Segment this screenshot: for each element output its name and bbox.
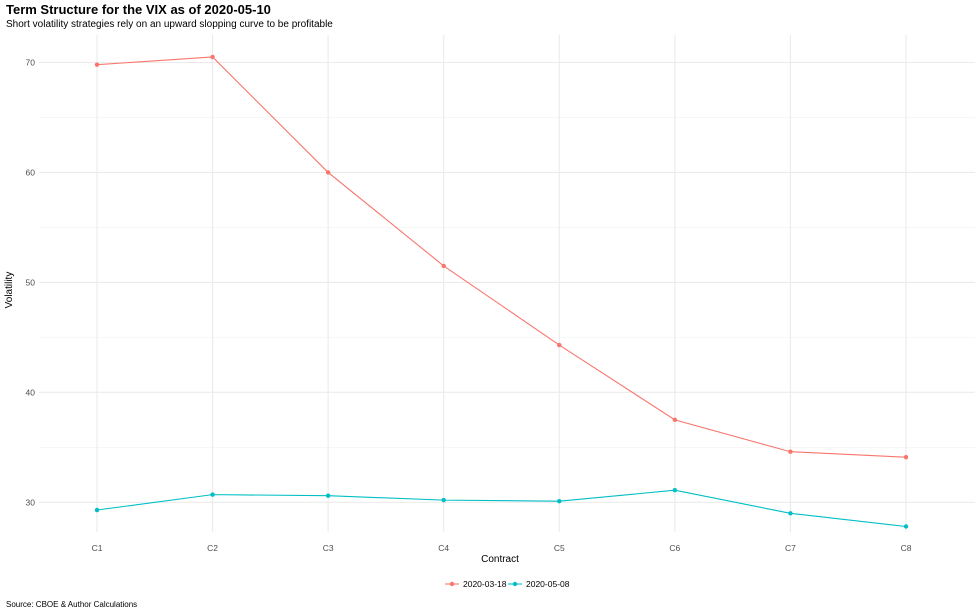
legend: 2020-03-18 2020-05-08 xyxy=(445,579,570,589)
data-point xyxy=(557,499,562,504)
y-tick-label: 50 xyxy=(26,277,36,287)
x-tick-label: C3 xyxy=(323,543,334,553)
x-tick-label: C5 xyxy=(554,543,565,553)
y-axis-title: Volatility xyxy=(4,272,15,309)
data-point xyxy=(325,493,331,498)
x-tick-label: C4 xyxy=(438,543,449,553)
y-tick-label: 30 xyxy=(26,497,36,507)
data-point xyxy=(94,62,100,67)
legend-label: 2020-03-18 xyxy=(463,579,507,589)
chart-subtitle: Short volatility strategies rely on an u… xyxy=(6,19,333,30)
chart-title: Term Structure for the VIX as of 2020-05… xyxy=(6,2,271,17)
series-layer xyxy=(94,54,909,529)
x-tick-label: C7 xyxy=(785,543,796,553)
y-tick-label: 60 xyxy=(26,167,36,177)
x-tick-label: C8 xyxy=(901,543,912,553)
x-tick-label: C1 xyxy=(92,543,103,553)
series-line xyxy=(96,56,907,458)
data-point xyxy=(903,524,909,529)
data-point xyxy=(210,492,215,497)
x-axis-ticks: C1 C2 C3 C4 C5 C6 C7 C8 xyxy=(92,543,912,553)
data-point xyxy=(441,263,446,269)
grid-layer xyxy=(39,35,975,532)
legend-key-point xyxy=(449,581,455,587)
legend-key-point xyxy=(512,581,518,587)
x-tick-label: C6 xyxy=(669,543,680,553)
y-tick-label: 70 xyxy=(26,57,36,67)
x-tick-label: C2 xyxy=(207,543,218,553)
data-point xyxy=(788,449,793,454)
data-point xyxy=(325,170,331,175)
y-axis-ticks: 30 40 50 60 70 xyxy=(26,57,36,507)
data-point xyxy=(672,488,678,493)
y-tick-label: 40 xyxy=(26,387,36,397)
chart-caption: Source: CBOE & Author Calculations xyxy=(6,600,138,609)
data-point xyxy=(210,54,215,60)
data-point xyxy=(903,455,909,460)
data-point xyxy=(94,507,100,513)
legend-label: 2020-05-08 xyxy=(526,579,570,589)
data-point xyxy=(788,511,793,516)
series-line xyxy=(96,489,907,528)
data-point xyxy=(441,497,446,503)
data-point xyxy=(672,417,678,423)
data-point xyxy=(557,342,562,348)
x-axis-title: Contract xyxy=(481,554,519,565)
